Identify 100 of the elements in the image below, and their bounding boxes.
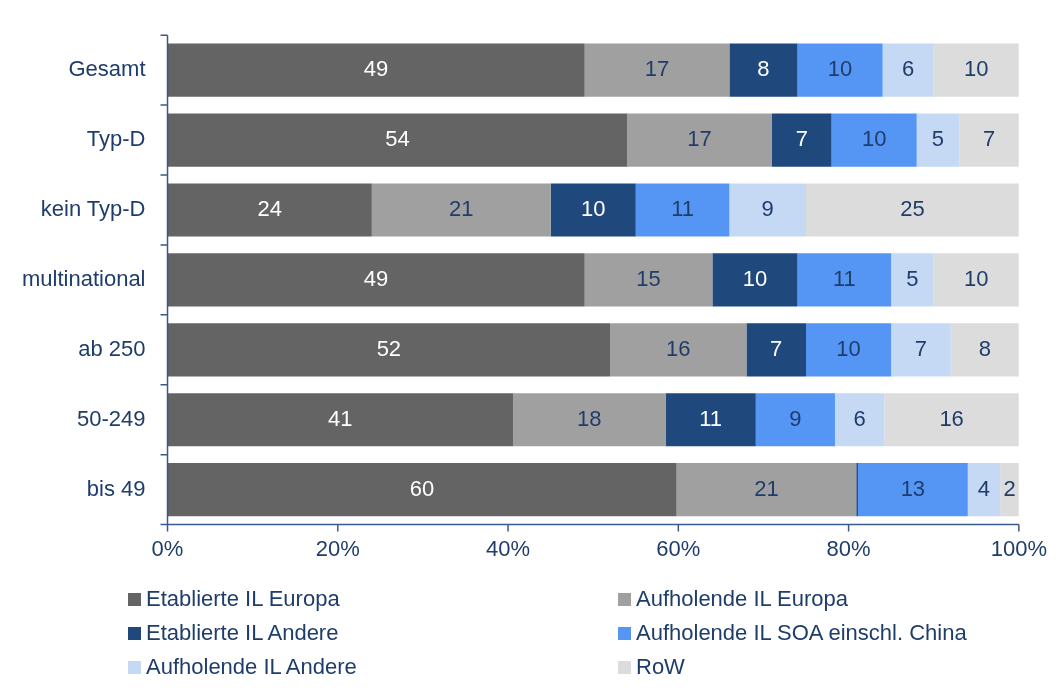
bar — [933, 43, 1019, 97]
bar — [712, 253, 798, 307]
data-label: 6 — [902, 56, 915, 82]
bar — [950, 323, 1019, 377]
data-label: 49 — [363, 265, 389, 291]
bar — [610, 323, 747, 377]
x-tick-label: 60% — [656, 535, 701, 561]
bar — [665, 393, 756, 447]
legend-label: Etablierte IL Andere — [146, 620, 339, 646]
data-label: 5 — [906, 265, 919, 291]
bar — [831, 113, 917, 167]
bar — [167, 113, 628, 167]
x-tick-label: 40% — [486, 535, 531, 561]
x-tick-label: 80% — [826, 535, 871, 561]
bar — [834, 393, 885, 447]
data-label: 9 — [789, 405, 802, 431]
legend-label: Aufholende IL Andere — [146, 654, 357, 680]
data-label: 21 — [448, 196, 474, 222]
bar — [167, 463, 677, 517]
data-label: 11 — [671, 196, 694, 222]
data-label: 8 — [757, 56, 770, 82]
data-label: 7 — [770, 335, 783, 361]
bar — [729, 43, 798, 97]
data-label: 7 — [982, 126, 996, 152]
data-label: 7 — [795, 126, 808, 152]
y-tick-label: multinational — [22, 265, 146, 291]
bar — [513, 393, 666, 447]
data-label: 7 — [914, 335, 928, 361]
bar — [746, 323, 807, 377]
data-label: 11 — [699, 405, 723, 431]
bar — [167, 323, 611, 377]
y-tick-label: ab 250 — [78, 335, 146, 361]
bar — [755, 393, 835, 447]
legend-label: Etablierte IL Europa — [146, 586, 340, 612]
bar — [584, 43, 730, 97]
bar — [806, 323, 892, 377]
bar — [167, 183, 372, 237]
data-label: 16 — [666, 335, 691, 361]
data-label: 9 — [761, 196, 774, 222]
data-label: 13 — [900, 475, 926, 501]
y-tick-label: 50-249 — [77, 405, 146, 431]
data-label: 10 — [836, 335, 861, 361]
bar — [167, 253, 585, 307]
bar — [916, 113, 960, 167]
y-tick-label: Gesamt — [68, 56, 146, 82]
bar — [729, 183, 807, 237]
bar — [550, 183, 636, 237]
bar — [167, 393, 514, 447]
data-label: 21 — [754, 475, 779, 501]
data-label: 60 — [409, 475, 435, 501]
data-label: 10 — [827, 56, 853, 82]
bar — [857, 463, 968, 517]
bar — [584, 253, 713, 307]
x-tick-label: 100% — [990, 535, 1048, 561]
bar — [771, 113, 832, 167]
x-tick-label: 20% — [315, 535, 360, 561]
data-label: 16 — [939, 405, 964, 431]
bar — [797, 43, 883, 97]
bar — [371, 183, 551, 237]
data-label: 6 — [853, 405, 866, 431]
bar — [806, 183, 1019, 237]
data-label: 54 — [385, 126, 410, 152]
data-label: 10 — [964, 56, 989, 82]
data-label: 10 — [964, 265, 989, 291]
data-label: 10 — [580, 196, 606, 222]
data-label: 4 — [977, 475, 991, 501]
legend-label: Aufholende IL SOA einschl. China — [636, 620, 967, 646]
bar — [891, 323, 951, 377]
data-label: 52 — [376, 335, 402, 361]
data-label: 2 — [1003, 475, 1016, 501]
bar — [884, 393, 1019, 447]
data-label: 24 — [257, 196, 282, 222]
legend-label: Aufholende IL Europa — [636, 586, 849, 612]
data-label: 17 — [687, 126, 712, 152]
y-tick-label: Typ-D — [86, 126, 146, 152]
x-tick-label: 0% — [151, 535, 184, 561]
bar — [882, 43, 934, 97]
bar — [676, 463, 857, 517]
data-label: 5 — [931, 126, 945, 152]
bar — [933, 253, 1019, 307]
data-label: 41 — [328, 405, 353, 431]
bar — [167, 43, 585, 97]
bar — [635, 183, 730, 237]
y-tick-label: bis 49 — [86, 475, 146, 501]
bar — [967, 463, 1001, 517]
data-label: 17 — [644, 56, 670, 82]
data-label: 15 — [636, 265, 661, 291]
data-label: 8 — [978, 335, 991, 361]
data-label: 49 — [363, 56, 389, 82]
legend-label: RoW — [636, 654, 685, 680]
bar — [797, 253, 892, 307]
data-label: 18 — [577, 405, 602, 431]
bar — [959, 113, 1019, 167]
bar — [891, 253, 934, 307]
bar — [627, 113, 772, 167]
data-label: 25 — [900, 196, 925, 222]
data-label: 11 — [832, 265, 856, 291]
data-label: 10 — [861, 126, 887, 152]
data-label: 10 — [742, 265, 768, 291]
y-tick-label: kein Typ-D — [40, 196, 146, 222]
